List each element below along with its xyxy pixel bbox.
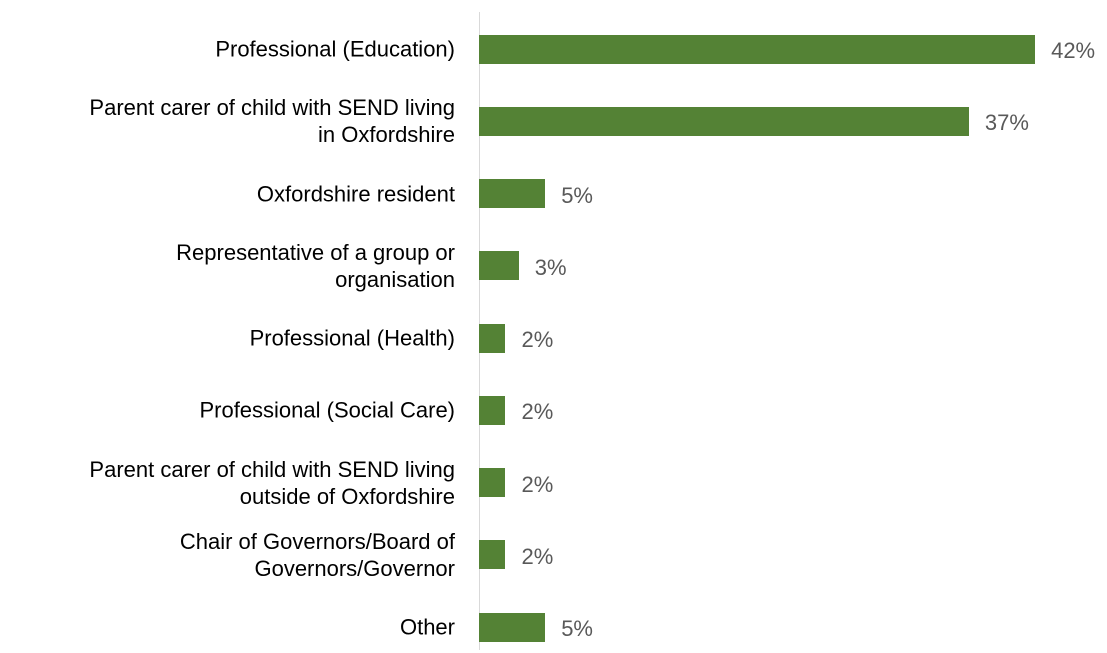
category-label: Parent carer of child with SEND living i… [89,95,455,148]
bar [479,251,519,281]
value-label: 37% [984,110,1029,136]
value-label: 2% [521,399,554,425]
category-label: Chair of Governors/Board of Governors/Go… [179,528,455,581]
value-label: 5% [561,616,593,641]
bar [479,540,506,570]
bar [479,106,969,136]
value-label: 2% [521,471,554,497]
category-label: Parent carer of child with SEND living o… [89,456,455,509]
bar [479,468,506,497]
bar [479,179,546,208]
category-label: Oxfordshire resident [256,181,455,206]
category-label: Professional (Education) [215,36,455,62]
value-label: 3% [534,254,567,280]
value-label: 5% [561,182,593,208]
bar [479,612,546,642]
value-label: 2% [521,543,554,569]
category-label: Professional (Social Care) [199,397,455,423]
value-label: 2% [521,327,554,352]
category-label: Other [399,614,455,640]
bar [479,323,506,353]
category-label: Representative of a group or organisatio… [176,239,455,292]
bar [479,395,506,425]
bar [479,34,1036,64]
value-label: 42% [1051,38,1096,63]
category-label: Professional (Health) [249,325,455,351]
